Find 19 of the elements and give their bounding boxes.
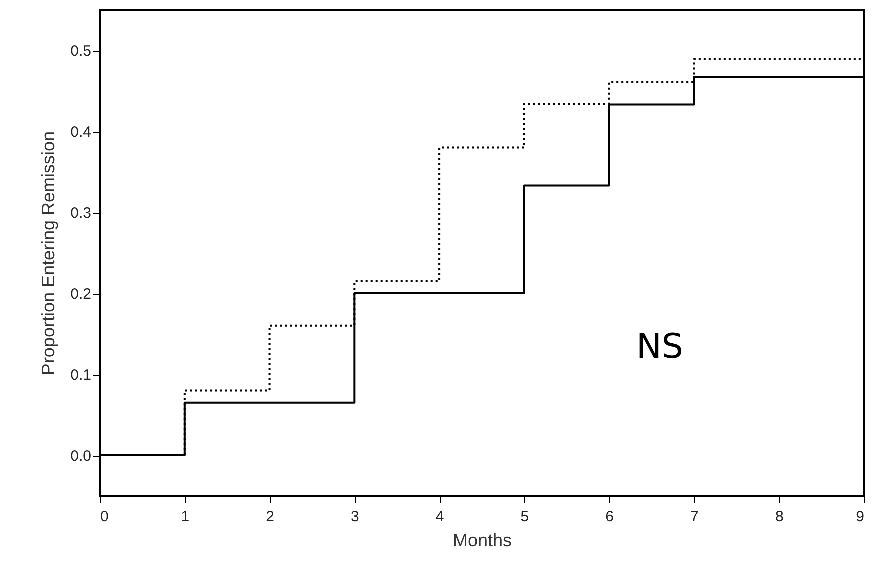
y-tick-label: 0.0	[70, 448, 92, 465]
x-tick-label: 2	[266, 508, 274, 526]
y-tick-label: 0.4	[70, 124, 92, 141]
x-tick-label: 1	[181, 508, 190, 526]
x-tick-label: 8	[775, 508, 784, 526]
y-axis-title: Proportion Entering Remission	[38, 131, 59, 376]
x-tick-label: 4	[436, 508, 444, 526]
y-tick-label: 0.3	[70, 205, 92, 222]
x-tick-label: 3	[350, 508, 360, 526]
x-tick-label: 9	[856, 508, 864, 526]
x-axis-title: Months	[452, 530, 512, 550]
annotation: NS	[636, 327, 684, 367]
x-tick-label: 0	[100, 508, 109, 526]
x-tick-label: 7	[690, 508, 699, 526]
x-tick-label: 6	[606, 508, 614, 526]
y-tick-label: 0.5	[70, 43, 92, 60]
y-tick-label: 0.2	[70, 286, 92, 303]
y-tick-label: 0.1	[70, 367, 92, 384]
x-tick-label: 5	[520, 508, 530, 526]
